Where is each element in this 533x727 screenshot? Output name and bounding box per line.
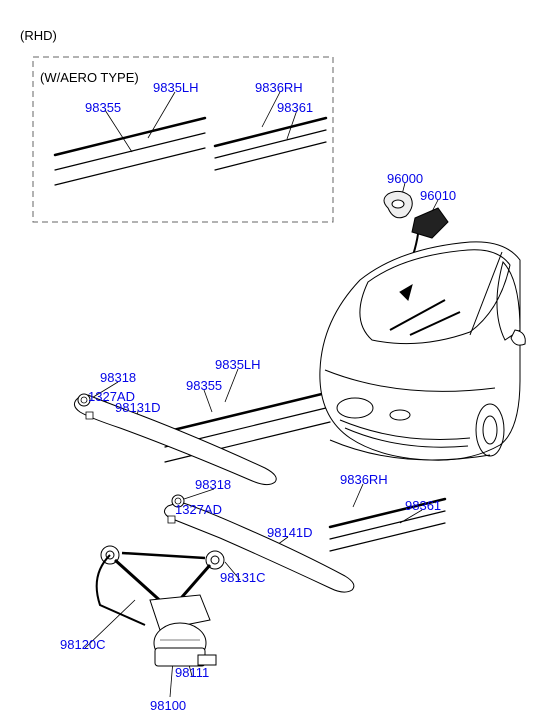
callout-98355-top: 98355 (85, 100, 121, 115)
callout-98318-mid: 98318 (195, 477, 231, 492)
callout-98100: 98100 (150, 698, 186, 713)
callout-9836RH-top: 9836RH (255, 80, 303, 95)
callout-98355-mid: 98355 (186, 378, 222, 393)
callout-98120C: 98120C (60, 637, 106, 652)
callout-9835LH-mid: 9835LH (215, 357, 261, 372)
callout-9835LH-top: 9835LH (153, 80, 199, 95)
diagram-container: { "page_label": "(RHD)", "inset_label": … (0, 0, 533, 727)
callout-98111: 98111 (175, 665, 209, 680)
callout-98131C: 98131C (220, 570, 266, 585)
callout-98361-right: 98361 (405, 498, 441, 513)
callout-98131D: 98131D (115, 400, 161, 415)
callout-98318-left: 98318 (100, 370, 136, 385)
callout-1327AD-mid: 1327AD (175, 502, 222, 517)
callout-98141D: 98141D (267, 525, 313, 540)
callout-9836RH-right: 9836RH (340, 472, 388, 487)
diagram-svg (0, 0, 533, 727)
callout-96010: 96010 (420, 188, 456, 203)
callout-98361-top: 98361 (277, 100, 313, 115)
callout-96000: 96000 (387, 171, 423, 186)
inset-title: (W/AERO TYPE) (40, 70, 139, 85)
